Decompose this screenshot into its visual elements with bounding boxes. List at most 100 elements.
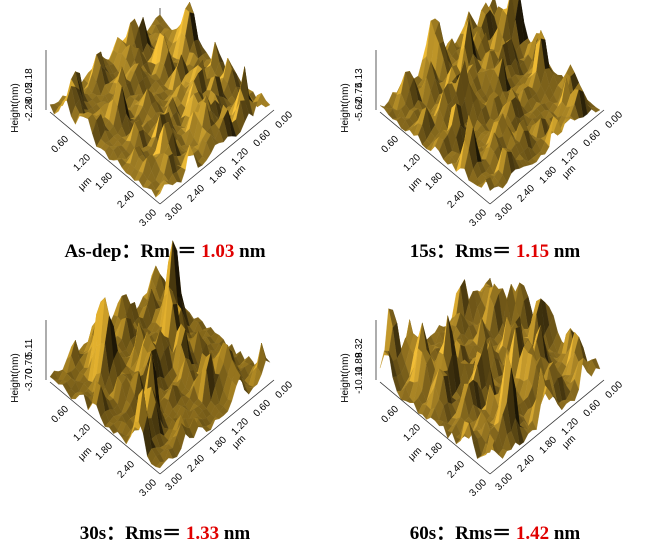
z-axis-label: Height(nm): [340, 353, 351, 402]
sample-label: As-dep: [64, 241, 122, 262]
rms-value: 1.33: [185, 523, 220, 544]
x-tick-label: 1.20: [401, 422, 423, 444]
afm-surface-30s: Height(nm)5.110.70-3.700.601.201.802.403…: [10, 240, 295, 499]
surface-mesh: [49, 1, 271, 198]
z-axis: Height(nm)2.18-0.05-2.28: [10, 68, 35, 133]
x-axis-unit: μm: [76, 445, 94, 463]
z-tick-label: -2.28: [24, 98, 35, 121]
y-tick-label: 1.80: [537, 164, 559, 186]
x-tick-label: 0.60: [49, 134, 71, 156]
y-tick-label: 0.60: [251, 128, 273, 150]
y-axis-unit: μm: [560, 163, 578, 181]
y-axis-unit: μm: [230, 433, 248, 451]
z-tick-label: 4.13: [354, 68, 365, 88]
x-tick-label: 1.20: [71, 152, 93, 174]
z-tick-label: 2.18: [24, 68, 35, 88]
y-tick-label: 1.80: [537, 434, 559, 456]
y-tick-label: 2.40: [515, 453, 537, 475]
z-axis-label: Height(nm): [10, 83, 21, 132]
x-axis-unit: μm: [406, 175, 424, 193]
afm-surface-15s: Height(nm)4.13-0.75-5.620.601.201.802.40…: [340, 0, 625, 229]
x-tick-label: 1.80: [93, 440, 115, 462]
rms-value: 1.03: [201, 241, 235, 262]
y-tick-label: 0.00: [273, 109, 295, 131]
x-tick-label: 2.40: [115, 459, 137, 481]
y-tick-label: 1.80: [207, 164, 229, 186]
rms-separator: ：Rms＝: [436, 241, 512, 262]
rms-unit: nm: [239, 241, 266, 262]
y-tick-label: 3.00: [163, 471, 185, 493]
rms-caption-60s: 60s：Rms＝ 1.42 nm: [330, 518, 660, 545]
x-tick-label: 3.00: [137, 477, 159, 499]
y-tick-label: 2.40: [515, 183, 537, 205]
y-tick-label: 0.60: [581, 128, 603, 150]
afm-surface-asdep: Height(nm)2.18-0.05-2.280.601.201.802.40…: [10, 1, 295, 229]
sample-label: 15s: [409, 241, 437, 262]
rms-unit: nm: [553, 523, 581, 544]
z-tick-label: -10.11: [354, 366, 365, 394]
z-tick-label: -0.89: [354, 352, 365, 375]
x-axis-unit: μm: [406, 445, 424, 463]
rms-unit: nm: [223, 523, 251, 544]
y-axis-unit: μm: [230, 163, 248, 181]
x-tick-label: 0.60: [49, 404, 71, 426]
y-axis-unit: μm: [560, 433, 578, 451]
z-tick-label: -3.70: [24, 368, 35, 391]
y-tick-label: 2.40: [185, 453, 207, 475]
y-tick-label: 0.60: [581, 398, 603, 420]
x-tick-label: 2.40: [445, 459, 467, 481]
afm-panel-asdep: Height(nm) 2.18 -0.05 -2.28 0.60 1.20 1.80 2.40…: [0, 0, 330, 270]
x-tick-label: 3.00: [467, 477, 489, 499]
y-tick-label: 3.00: [493, 201, 515, 223]
z-tick-label: 0.70: [24, 354, 35, 374]
surface-mesh: [379, 278, 601, 459]
y-tick-label: 0.00: [603, 379, 625, 401]
rms-caption-asdep: As-dep：Rms＝ 1.03 nm: [0, 236, 330, 263]
rms-value: 1.42: [515, 523, 550, 544]
z-tick-label: 8.32: [354, 338, 365, 358]
x-tick-label: 3.00: [137, 207, 159, 229]
z-tick-label: -0.75: [354, 82, 365, 105]
y-tick-label: 3.00: [493, 471, 515, 493]
x-tick-label: 2.40: [445, 189, 467, 211]
rms-caption-30s: 30s：Rms＝ 1.33 nm: [0, 518, 330, 545]
z-tick-label: 5.11: [24, 338, 35, 357]
x-tick-label: 1.20: [401, 152, 423, 174]
x-tick-label: 1.80: [423, 170, 445, 192]
x-tick-label: 1.80: [423, 440, 445, 462]
y-tick-label: 0.60: [251, 398, 273, 420]
rms-caption-15s: 15s：Rms＝ 1.15 nm: [330, 236, 660, 263]
z-axis-label: Height(nm): [10, 353, 21, 402]
afm-panel-30s: Height(nm) 5.11 0.70 -3.70 0.60 1.20 1.80 2.40 3…: [0, 240, 330, 544]
rms-separator: ：Rms＝: [106, 523, 182, 544]
z-axis-label: Height(nm): [340, 83, 351, 132]
z-tick-label: -0.05: [24, 82, 35, 105]
y-tick-label: 1.80: [207, 434, 229, 456]
x-tick-label: 1.20: [71, 422, 93, 444]
y-tick-label: 3.00: [163, 201, 185, 223]
y-tick-label: 0.00: [273, 379, 295, 401]
x-tick-label: 0.60: [379, 404, 401, 426]
y-tick-label: 2.40: [185, 183, 207, 205]
y-tick-label: 0.00: [603, 109, 625, 131]
z-tick-label: -5.62: [354, 98, 365, 121]
afm-panel-60s: Height(nm) 8.32 -0.89 -10.11 0.60 1.20 1.80 2.4…: [330, 270, 660, 544]
rms-unit: nm: [553, 241, 581, 262]
sample-label: 60s: [409, 523, 437, 544]
sample-label: 30s: [79, 523, 107, 544]
surface-mesh: [379, 0, 601, 191]
z-axis: Height(nm)4.13-0.75-5.62: [340, 68, 365, 133]
z-axis: Height(nm)5.110.70-3.70: [10, 338, 35, 403]
z-axis: Height(nm)8.32-0.89-10.11: [340, 338, 365, 403]
rms-separator: ：Rms＝: [121, 241, 197, 262]
afm-surface-60s: Height(nm)8.32-0.89-10.110.601.201.802.4…: [340, 278, 625, 499]
x-tick-label: 1.80: [93, 170, 115, 192]
rms-value: 1.15: [515, 241, 550, 262]
surface-mesh: [49, 240, 271, 469]
x-tick-label: 3.00: [467, 207, 489, 229]
afm-panel-15s: Height(nm) 4.13 -0.75 -5.62 0.60 1.20 1.80 2.40…: [330, 0, 660, 270]
x-tick-label: 2.40: [115, 189, 137, 211]
x-tick-label: 0.60: [379, 134, 401, 156]
x-axis-unit: μm: [76, 175, 94, 193]
rms-separator: ：Rms＝: [436, 523, 512, 544]
